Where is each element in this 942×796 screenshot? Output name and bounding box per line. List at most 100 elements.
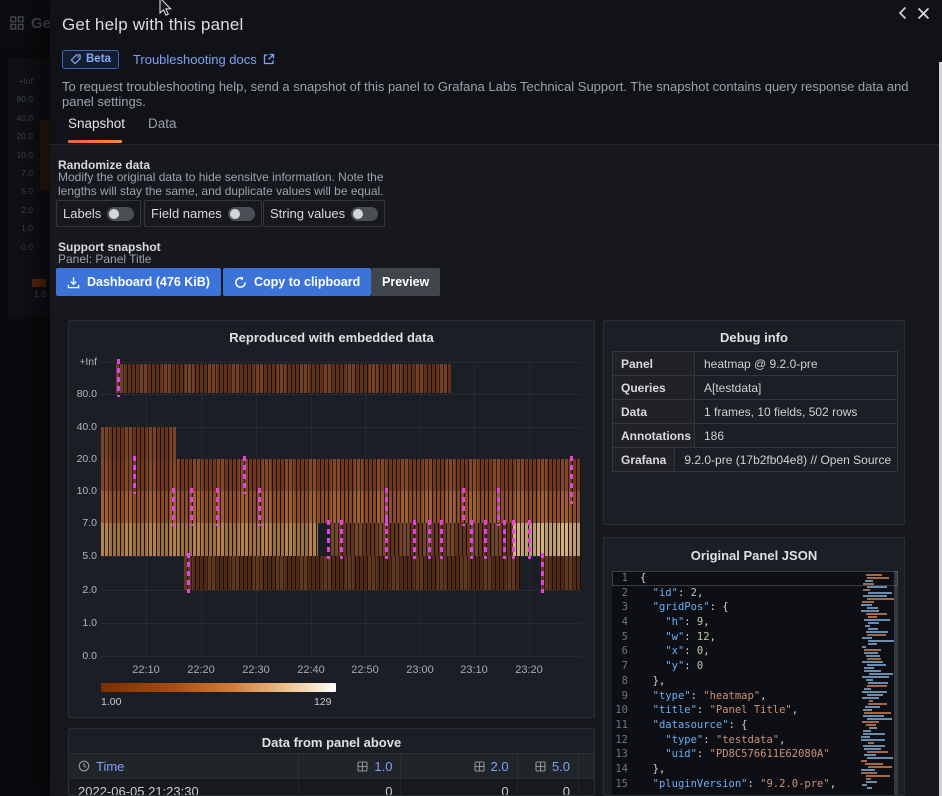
annotation-marker — [497, 488, 500, 526]
minimap-bar — [861, 601, 874, 603]
minimap-bar — [861, 739, 885, 741]
code-line: 10 "title": "Panel Title", — [612, 703, 898, 718]
line-number: 13 — [615, 748, 628, 761]
debug-info-row: Annotations 186 — [612, 423, 898, 448]
debug-info-value: A[testdata] — [704, 381, 762, 395]
minimap-bar — [861, 769, 875, 771]
code-line: 5 "w": 12, — [612, 630, 898, 645]
heatmap-plot[interactable] — [101, 359, 581, 657]
line-number: 7 — [621, 660, 628, 673]
heatmap-xaxis-label: 23:10 — [460, 664, 488, 676]
support-panel-label: Panel: Panel Title — [58, 252, 152, 266]
tab-snapshot[interactable]: Snapshot — [68, 116, 126, 131]
debug-info-row: Data 1 frames, 10 fields, 502 rows — [612, 399, 898, 424]
annotation-marker — [503, 520, 506, 559]
field-names-switch[interactable] — [227, 206, 255, 221]
dashboard-download-button[interactable]: Dashboard (476 KiB) — [56, 268, 221, 296]
string-values-switch[interactable] — [351, 206, 379, 221]
heatmap-yaxis-label: 7.0 — [82, 517, 97, 529]
heatmap-band — [513, 523, 581, 556]
copy-sync-icon — [234, 276, 247, 289]
download-icon — [67, 276, 80, 289]
json-code-editor[interactable]: 1{2 "id": 2, 3 "gridPos": {4 "h": 9, 5 "w"… — [612, 571, 898, 795]
debug-info-label: Grafana — [613, 448, 676, 471]
minimap-bar — [868, 703, 888, 705]
expand-drawer-icon[interactable] — [898, 6, 907, 20]
code-line: 13 "uid": "PD8C576611E62080A" — [612, 747, 898, 762]
heatmap-gridline — [101, 656, 581, 657]
minimap-bar — [866, 724, 876, 726]
minimap-bar — [861, 772, 877, 774]
line-number: 12 — [615, 733, 628, 746]
code-line: 9 "type": "heatmap", — [612, 689, 898, 704]
code-text: "type": "heatmap", — [652, 689, 767, 702]
column-header-1.0[interactable]: 1.0 — [297, 754, 401, 778]
minimap-bar — [867, 757, 894, 759]
minimap-bar — [867, 658, 882, 660]
debug-info-label: Annotations — [613, 424, 695, 447]
minimap-bar — [866, 613, 888, 615]
editor-scrollbar[interactable] — [894, 571, 898, 795]
annotation-marker — [462, 488, 465, 526]
line-number: 5 — [621, 630, 628, 643]
close-icon[interactable] — [917, 7, 930, 20]
annotation-marker — [187, 553, 190, 593]
table-cell: 2022-06-05 21:23:30 — [78, 783, 199, 796]
editor-minimap[interactable] — [861, 574, 894, 794]
panel-json-panel: Original Panel JSON 1{2 "id": 2, 3 "gridP… — [603, 537, 905, 796]
page-scrollbar[interactable] — [939, 62, 942, 796]
heatmap-yaxis-label: +Inf — [79, 356, 97, 368]
minimap-bar — [865, 574, 883, 576]
drawer-title: Get help with this panel — [62, 15, 244, 34]
column-header-filler — [578, 754, 594, 778]
annotation-marker — [512, 520, 515, 559]
beta-badge: Beta — [62, 49, 119, 69]
minimap-bar — [863, 595, 888, 597]
column-header-2.0[interactable]: 2.0 — [400, 754, 516, 778]
column-header-time[interactable]: Time — [70, 754, 298, 778]
minimap-bar — [864, 667, 874, 669]
column-header-5.0[interactable]: 5.0 — [516, 754, 578, 778]
color-scale-gradient — [101, 683, 336, 692]
minimap-bar — [863, 649, 881, 651]
minimap-bar — [867, 616, 878, 618]
minimap-bar — [866, 718, 892, 720]
drawer-scrim[interactable] — [0, 0, 50, 796]
minimap-bar — [867, 685, 887, 687]
preview-button[interactable]: Preview — [371, 268, 441, 296]
debug-info-label: Panel — [613, 352, 695, 375]
minimap-bar — [863, 670, 881, 672]
heatmap-xaxis-label: 23:00 — [406, 664, 434, 676]
code-text: "datasource": { — [652, 718, 748, 731]
minimap-bar — [867, 634, 887, 636]
code-line: 7 "y": 0 — [612, 659, 898, 674]
minimap-bar — [862, 730, 872, 732]
debug-info-label: Queries — [613, 376, 695, 399]
debug-info-value: heatmap @ 9.2.0-pre — [704, 357, 818, 371]
copy-to-clipboard-button[interactable]: Copy to clipboard — [223, 268, 372, 296]
table-field-icon — [357, 760, 368, 772]
heatmap-yaxis-label: 1.0 — [82, 617, 97, 629]
heatmap-band — [101, 491, 581, 523]
heatmap-band — [101, 523, 318, 556]
mouse-cursor — [159, 0, 172, 16]
annotation-marker — [541, 553, 544, 593]
minimap-bar — [862, 709, 873, 711]
minimap-bar — [861, 637, 873, 639]
code-line: 3 "gridPos": { — [612, 600, 898, 615]
heatmap-band — [101, 459, 581, 491]
troubleshooting-docs-link[interactable]: Troubleshooting docs — [133, 52, 275, 67]
minimap-bar — [866, 778, 871, 780]
minimap-bar — [867, 607, 878, 609]
labels-switch[interactable] — [107, 206, 135, 221]
tab-data[interactable]: Data — [148, 116, 177, 131]
table-cell: 0 — [400, 779, 516, 795]
minimap-bar — [865, 763, 884, 765]
drawer-description: To request troubleshooting help, send a … — [62, 79, 909, 109]
heatmap-xaxis-label: 22:30 — [242, 664, 270, 676]
help-drawer: Get help with this panel Beta Troublesho… — [50, 0, 942, 796]
data-table-title: Data from panel above — [261, 735, 402, 750]
code-text: "gridPos": { — [652, 601, 729, 614]
minimap-bar — [864, 625, 870, 627]
